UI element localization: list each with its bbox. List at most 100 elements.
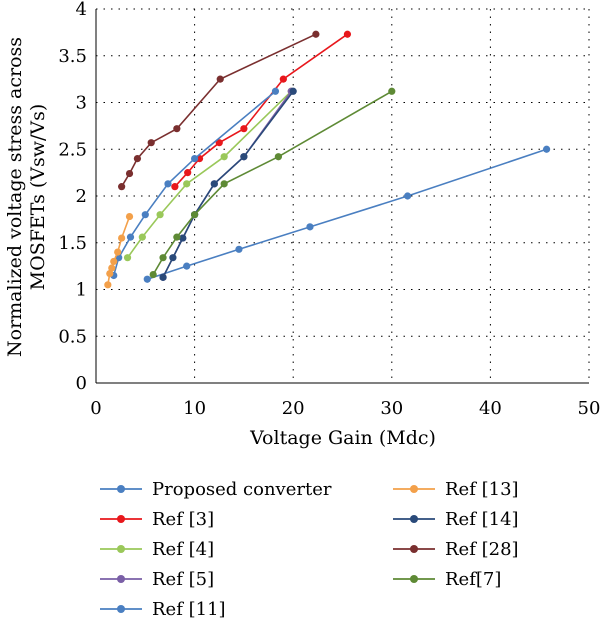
legend-swatch-marker — [117, 485, 125, 493]
data-point — [156, 211, 164, 219]
data-point — [220, 153, 228, 161]
data-point — [141, 211, 149, 219]
data-point — [184, 169, 192, 177]
data-point — [114, 248, 122, 256]
data-point — [403, 192, 412, 200]
data-point — [110, 257, 118, 266]
legend-label: Ref [4] — [152, 539, 214, 560]
data-point — [240, 125, 248, 133]
y-axis-title-line-2: MOSFETs (Vsw/Vs) — [27, 104, 49, 291]
data-point — [235, 245, 243, 253]
series-line — [174, 33, 348, 188]
legend-swatch-marker — [410, 515, 418, 523]
x-tick-label: 40 — [479, 398, 502, 419]
data-point — [143, 275, 151, 283]
series-line — [147, 148, 547, 280]
legend-item: Ref [28] — [393, 539, 519, 560]
legend-swatch-marker — [117, 605, 125, 613]
data-point — [279, 75, 287, 83]
legend-swatch-marker — [117, 515, 125, 523]
series-line — [126, 90, 292, 259]
legend-swatch-marker — [410, 575, 418, 583]
data-point — [289, 87, 297, 95]
series — [123, 87, 295, 262]
data-point — [183, 262, 191, 270]
data-point — [343, 30, 352, 38]
data-point — [125, 212, 134, 221]
data-point — [191, 155, 199, 163]
data-point — [104, 281, 112, 289]
data-point — [215, 139, 223, 147]
x-tick-label: 50 — [578, 398, 600, 419]
data-point — [106, 270, 114, 278]
legend-label: Ref [11] — [152, 599, 226, 620]
data-point — [173, 233, 181, 241]
y-tick-label: 1.5 — [58, 233, 87, 254]
data-point — [216, 75, 224, 83]
x-tick-label: 20 — [282, 398, 305, 419]
y-tick-label: 0.5 — [58, 326, 87, 347]
legend-item: Ref [14] — [393, 509, 519, 530]
tick-labels: 0 10 20 30 40 50 0 0.5 1 1.5 2 2.5 3 3.5 4 — [58, 0, 600, 419]
y-tick-label: 1 — [76, 280, 87, 301]
series — [118, 30, 320, 191]
y-tick-label: 3.5 — [58, 46, 87, 67]
legend-label: Ref [5] — [152, 569, 214, 590]
data-point — [312, 30, 320, 38]
data-point — [274, 153, 283, 161]
legend: Proposed converter Ref [3] Ref [4] Ref [5] R… — [100, 479, 519, 620]
data-point — [543, 145, 551, 153]
data-point — [159, 273, 167, 281]
data-point — [271, 87, 280, 95]
legend-label: Ref [14] — [445, 509, 519, 530]
legend-label: Ref[7] — [445, 569, 501, 590]
data-point — [108, 264, 116, 272]
data-point — [138, 233, 146, 241]
legend-swatch-marker — [117, 575, 125, 583]
legend-item: Ref [3] — [100, 509, 214, 530]
data-point — [149, 270, 157, 279]
legend-label: Ref [28] — [445, 539, 519, 560]
legend-swatch-marker — [410, 485, 418, 493]
series — [149, 87, 396, 279]
data-point — [306, 223, 314, 231]
x-tick-label: 0 — [90, 398, 101, 419]
legend-label: Ref [3] — [152, 509, 214, 530]
series — [143, 145, 551, 283]
data-point — [388, 87, 396, 95]
data-point — [220, 180, 228, 188]
legend-item: Ref [11] — [100, 599, 226, 620]
plot-series — [104, 30, 551, 289]
data-point — [240, 153, 248, 161]
data-point — [169, 254, 177, 262]
x-tick-label: 10 — [183, 398, 206, 419]
x-axis-title: Voltage Gain (Mdc) — [249, 427, 436, 449]
x-tick-label: 30 — [380, 398, 403, 419]
legend-swatch-marker — [117, 545, 125, 553]
series-line — [162, 90, 294, 278]
data-point — [210, 180, 218, 188]
legend-swatch-marker — [410, 545, 418, 553]
data-point — [179, 234, 187, 242]
series-line — [120, 33, 317, 188]
series — [171, 30, 352, 191]
legend-item: Ref [5] — [100, 569, 214, 590]
series — [104, 212, 134, 289]
data-point — [126, 233, 135, 241]
data-point — [118, 234, 126, 242]
data-point — [147, 139, 155, 147]
data-point — [173, 125, 181, 133]
data-point — [123, 254, 132, 262]
y-tick-label: 4 — [76, 0, 87, 20]
data-point — [164, 180, 172, 188]
legend-item: Proposed converter — [100, 479, 332, 500]
y-tick-label: 2.5 — [58, 139, 87, 160]
legend-item: Ref[7] — [393, 569, 501, 590]
series — [110, 87, 280, 280]
legend-item: Ref [13] — [393, 479, 519, 500]
y-tick-label: 2 — [76, 186, 87, 207]
legend-label: Ref [13] — [445, 479, 519, 500]
legend-item: Ref [4] — [100, 539, 214, 560]
grid — [96, 8, 590, 383]
